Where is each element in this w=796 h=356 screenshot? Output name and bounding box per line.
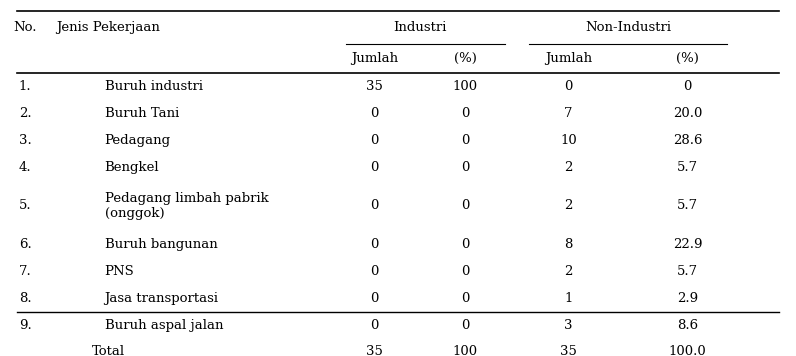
Text: 5.7: 5.7 bbox=[677, 265, 698, 278]
Text: 1.: 1. bbox=[19, 80, 32, 93]
Text: Bengkel: Bengkel bbox=[104, 161, 159, 174]
Text: 35: 35 bbox=[366, 345, 383, 356]
Text: (%): (%) bbox=[454, 52, 477, 65]
Text: 35: 35 bbox=[560, 345, 577, 356]
Text: 0: 0 bbox=[370, 238, 378, 251]
Text: 2.: 2. bbox=[19, 107, 32, 120]
Text: 0: 0 bbox=[461, 319, 470, 331]
Text: 3: 3 bbox=[564, 319, 573, 331]
Text: 8.: 8. bbox=[19, 292, 32, 305]
Text: Pedagang: Pedagang bbox=[104, 134, 170, 147]
Text: 1: 1 bbox=[564, 292, 573, 305]
Text: 22.9: 22.9 bbox=[673, 238, 702, 251]
Text: 0: 0 bbox=[370, 134, 378, 147]
Text: 0: 0 bbox=[461, 199, 470, 213]
Text: 4.: 4. bbox=[19, 161, 32, 174]
Text: 0: 0 bbox=[370, 199, 378, 213]
Text: 7: 7 bbox=[564, 107, 573, 120]
Text: 5.7: 5.7 bbox=[677, 199, 698, 213]
Text: Non-Industri: Non-Industri bbox=[585, 21, 671, 34]
Text: No.: No. bbox=[14, 21, 37, 34]
Text: 9.: 9. bbox=[19, 319, 32, 331]
Text: 2: 2 bbox=[564, 265, 573, 278]
Text: (%): (%) bbox=[676, 52, 699, 65]
Text: 10: 10 bbox=[560, 134, 577, 147]
Text: Buruh aspal jalan: Buruh aspal jalan bbox=[104, 319, 223, 331]
Text: 0: 0 bbox=[370, 161, 378, 174]
Text: Jenis Pekerjaan: Jenis Pekerjaan bbox=[57, 21, 161, 34]
Text: 5.: 5. bbox=[19, 199, 32, 213]
Text: 0: 0 bbox=[461, 134, 470, 147]
Text: Jumlah: Jumlah bbox=[545, 52, 592, 65]
Text: 0: 0 bbox=[461, 161, 470, 174]
Text: 8.6: 8.6 bbox=[677, 319, 698, 331]
Text: 2: 2 bbox=[564, 161, 573, 174]
Text: 0: 0 bbox=[370, 319, 378, 331]
Text: 0: 0 bbox=[564, 80, 573, 93]
Text: 0: 0 bbox=[461, 107, 470, 120]
Text: Industri: Industri bbox=[393, 21, 447, 34]
Text: 0: 0 bbox=[370, 265, 378, 278]
Text: Pedagang limbah pabrik
(onggok): Pedagang limbah pabrik (onggok) bbox=[104, 192, 268, 220]
Text: 0: 0 bbox=[461, 238, 470, 251]
Text: Jasa transportasi: Jasa transportasi bbox=[104, 292, 219, 305]
Text: 35: 35 bbox=[366, 80, 383, 93]
Text: 0: 0 bbox=[461, 265, 470, 278]
Text: PNS: PNS bbox=[104, 265, 135, 278]
Text: Buruh industri: Buruh industri bbox=[104, 80, 202, 93]
Text: 100: 100 bbox=[453, 80, 478, 93]
Text: Buruh bangunan: Buruh bangunan bbox=[104, 238, 217, 251]
Text: 0: 0 bbox=[370, 107, 378, 120]
Text: Buruh Tani: Buruh Tani bbox=[104, 107, 179, 120]
Text: 20.0: 20.0 bbox=[673, 107, 702, 120]
Text: Jumlah: Jumlah bbox=[351, 52, 398, 65]
Text: 3.: 3. bbox=[19, 134, 32, 147]
Text: 6.: 6. bbox=[19, 238, 32, 251]
Text: 100: 100 bbox=[453, 345, 478, 356]
Text: 5.7: 5.7 bbox=[677, 161, 698, 174]
Text: 2.9: 2.9 bbox=[677, 292, 698, 305]
Text: 0: 0 bbox=[683, 80, 692, 93]
Text: 0: 0 bbox=[461, 292, 470, 305]
Text: 28.6: 28.6 bbox=[673, 134, 702, 147]
Text: 100.0: 100.0 bbox=[669, 345, 706, 356]
Text: Total: Total bbox=[92, 345, 125, 356]
Text: 8: 8 bbox=[564, 238, 573, 251]
Text: 0: 0 bbox=[370, 292, 378, 305]
Text: 2: 2 bbox=[564, 199, 573, 213]
Text: 7.: 7. bbox=[19, 265, 32, 278]
